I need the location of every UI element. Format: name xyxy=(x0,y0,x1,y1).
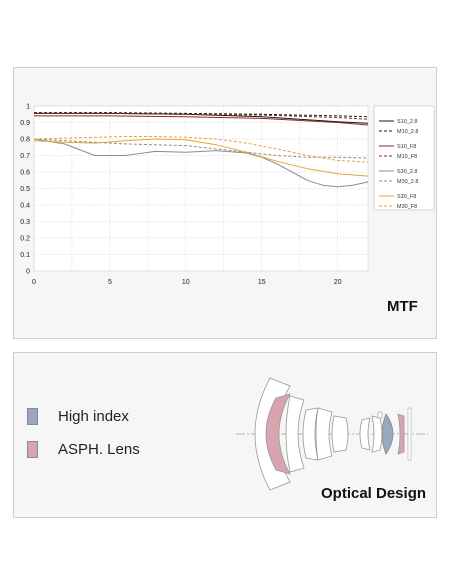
y-tick-label: 0.2 xyxy=(20,236,30,243)
high-index-label: High index xyxy=(58,408,129,425)
plot-area xyxy=(33,105,369,272)
series-line-S30_F8 xyxy=(33,138,369,177)
asph-lens-swatch xyxy=(27,441,38,458)
y-tick-label: 0.6 xyxy=(20,170,30,177)
legend-high-index: High index xyxy=(27,408,129,425)
y-tick-label: 0.3 xyxy=(20,219,30,226)
y-tick-label: 0.4 xyxy=(20,203,30,210)
x-tick-label: 20 xyxy=(334,279,342,286)
legend-label: S10_F8 xyxy=(397,144,416,150)
x-tick-label: 10 xyxy=(182,279,190,286)
series-line-S10_F8 xyxy=(34,115,369,126)
legend-box xyxy=(373,105,435,211)
y-tick-label: 0.7 xyxy=(20,153,30,160)
x-tick-label: 5 xyxy=(108,279,112,286)
series-line-S10_2.8 xyxy=(34,112,369,124)
y-tick-label: 0.8 xyxy=(20,137,30,144)
legend-label: S30_F8 xyxy=(397,194,416,200)
high-index-swatch xyxy=(27,408,38,425)
optical-design-title: Optical Design xyxy=(321,485,427,502)
legend-asph-lens: ASPH. Lens xyxy=(27,441,140,458)
chart-legend: S10_2.8 M10_2.8 S10_F8 M10_F8 S30_2.8 M30_2.8… xyxy=(373,105,435,211)
series-line-M30_F8 xyxy=(33,136,369,163)
chart-grid xyxy=(33,105,369,272)
legend-label: S10_2.8 xyxy=(397,119,418,125)
legend-label: M30_2.8 xyxy=(397,179,418,185)
series-line-S30_2.8 xyxy=(33,138,369,188)
legend-label: M10_F8 xyxy=(397,154,417,160)
chart-series xyxy=(33,112,369,188)
x-tick-label: 0 xyxy=(32,279,36,286)
chart-axes: 00.10.20.30.40.50.60.70.80.910 5 10 15 20 xyxy=(20,104,341,287)
legend-label: S30_2.8 xyxy=(397,169,418,175)
y-tick-label: 1 xyxy=(26,104,30,111)
legend-label: M30_F8 xyxy=(397,204,417,210)
y-tick-label: 0.5 xyxy=(20,186,30,193)
y-tick-label: 0.1 xyxy=(20,252,30,259)
asph-lens-label: ASPH. Lens xyxy=(58,441,140,458)
series-line-M30_2.8 xyxy=(33,138,369,159)
y-tick-label: 0 xyxy=(26,269,30,276)
x-tick-label: 15 xyxy=(258,279,266,286)
y-tick-label: 0.9 xyxy=(20,120,30,127)
chart-title: MTF xyxy=(387,298,418,315)
legend-label: M10_2.8 xyxy=(397,129,418,135)
